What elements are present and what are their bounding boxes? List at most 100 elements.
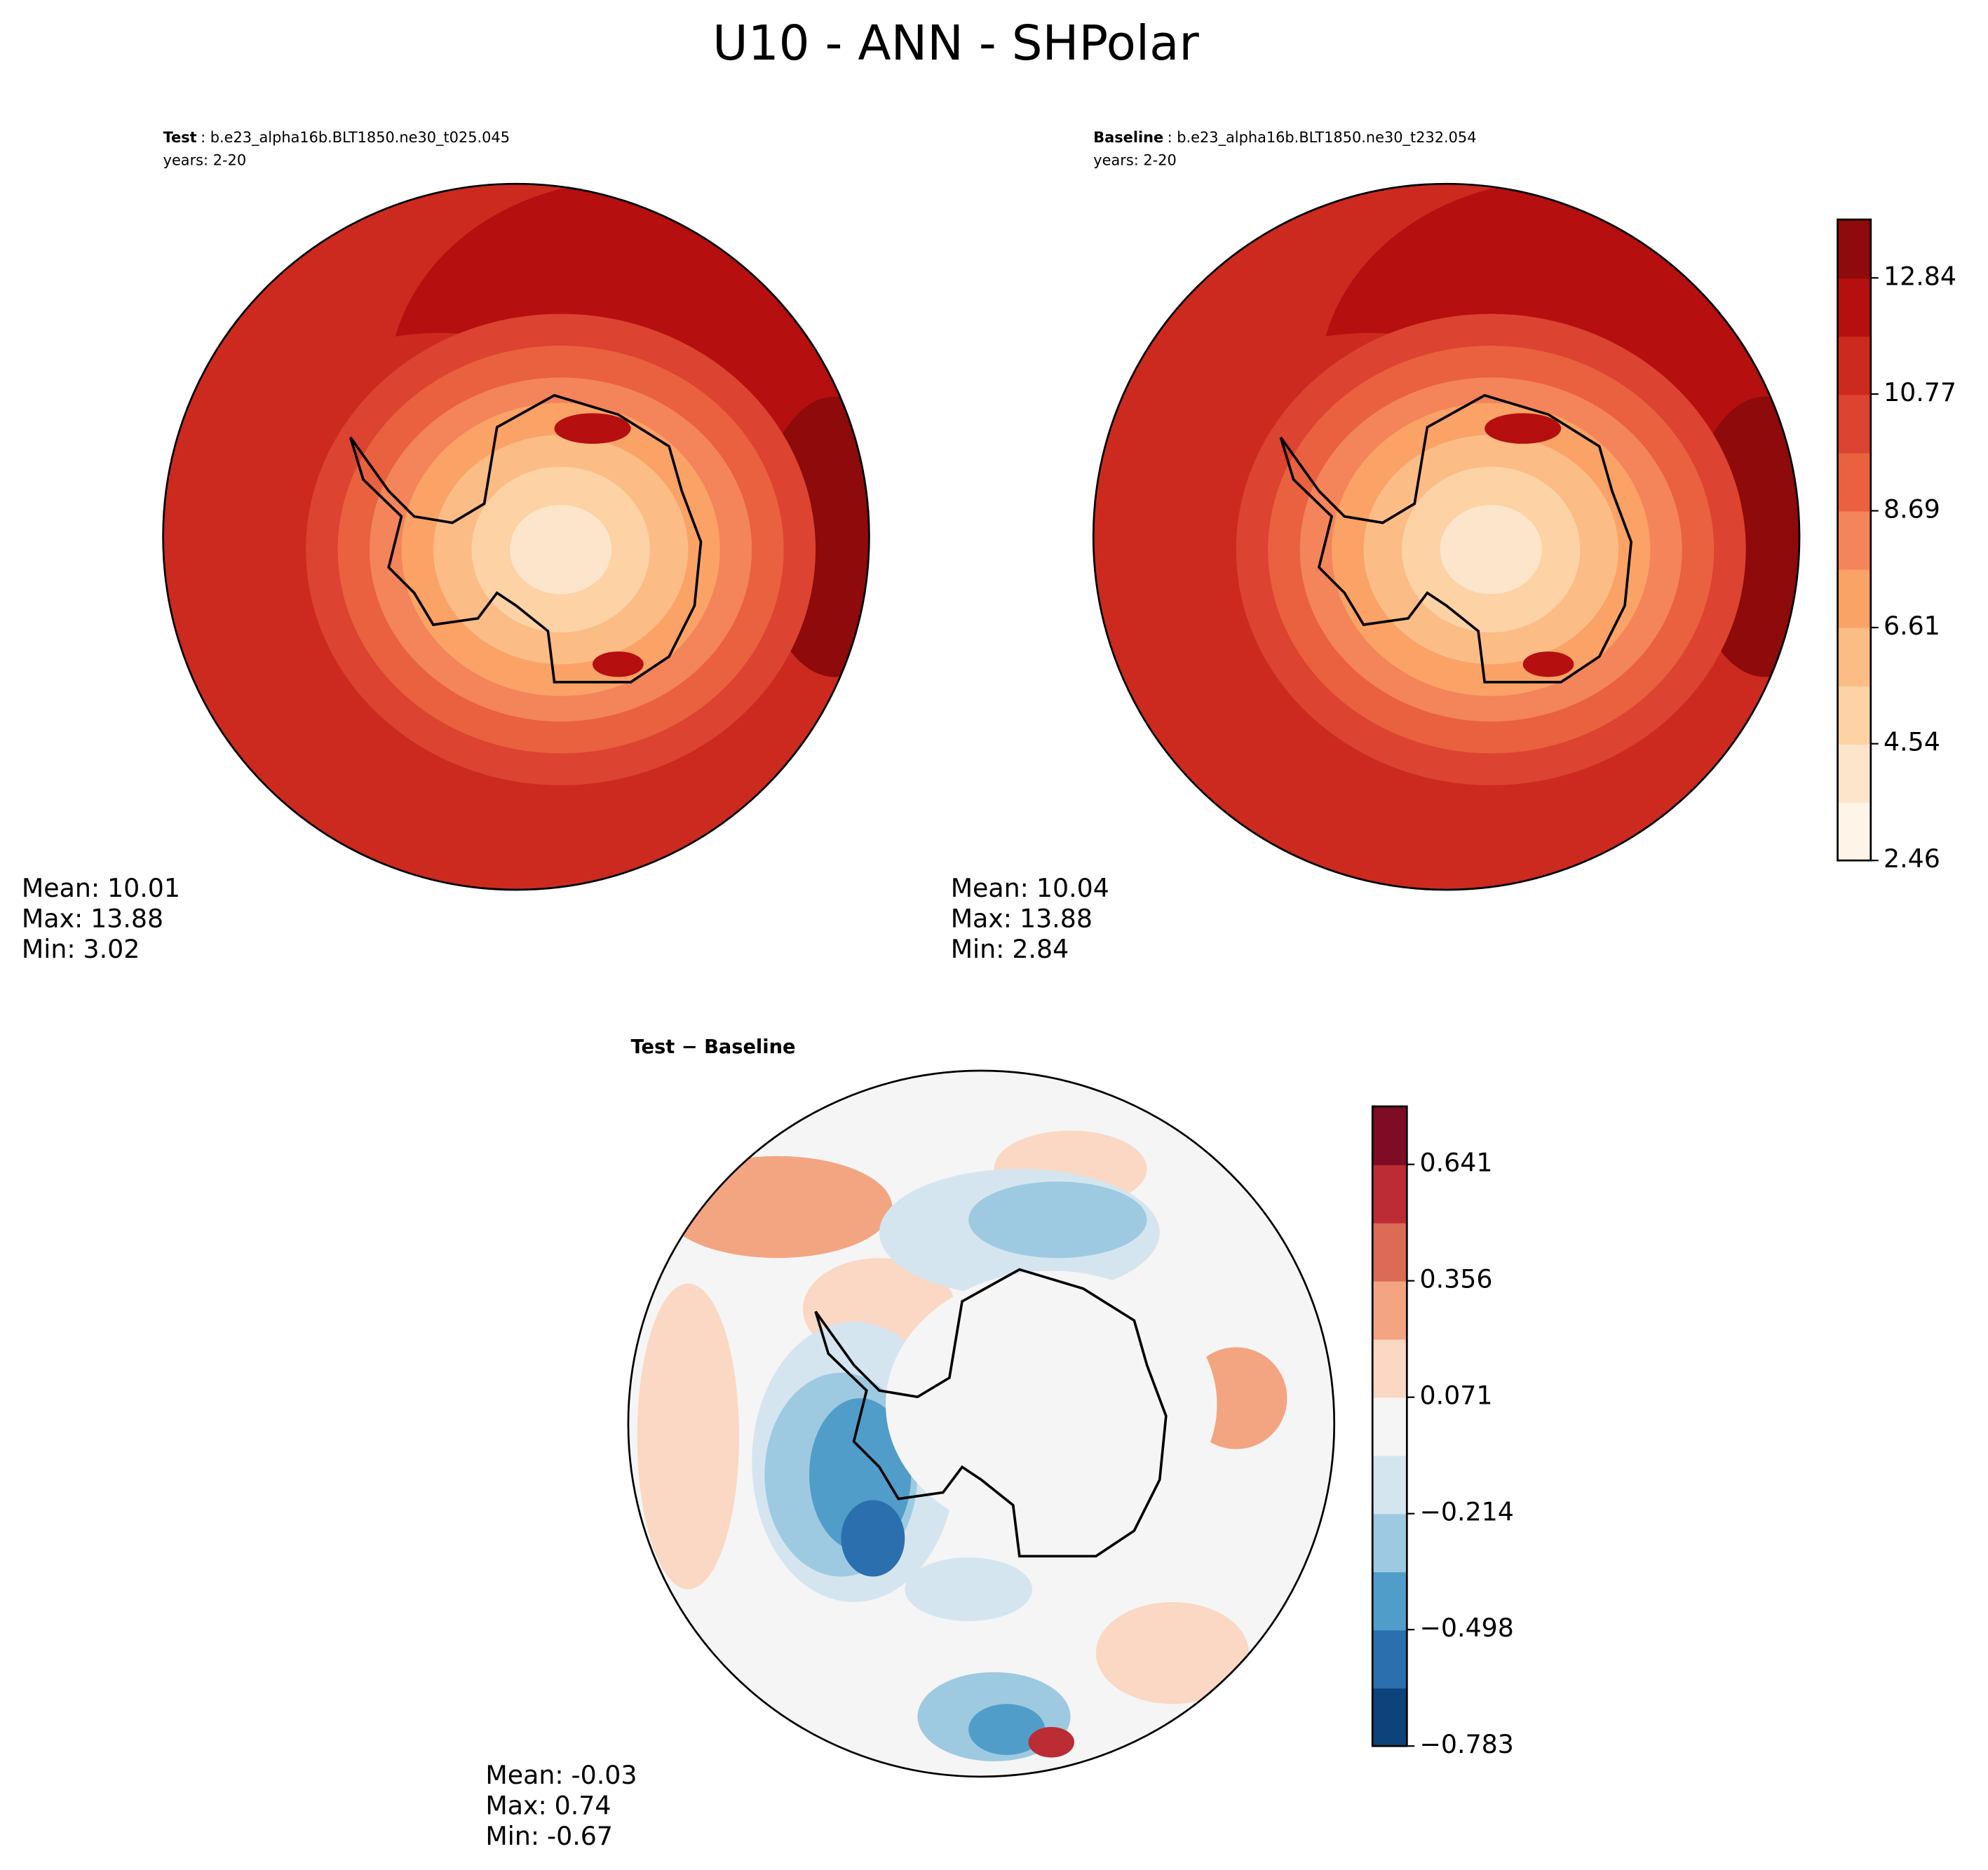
colorbar-level [1372,1513,1407,1573]
map [628,1071,1334,1777]
colorbar-level [1837,569,1871,628]
colorbar-level [1372,1222,1407,1282]
panel-subtitle: Baseline : b.e23_alpha16b.BLT1850.ne30_t2… [1093,129,1476,146]
colorbar-level [1837,802,1871,862]
panel: Test − Baseline Mean: -0.03 Max: 0.74 Min: -0.… [485,1036,1514,1851]
map-field [1028,1726,1074,1758]
panel: Test: b.e23_alpha16b.BLT1850.ne30_t025.0… [22,129,870,964]
colorbar-level [1837,510,1871,570]
stat-label: Mean: [485,1760,563,1790]
stat: Mean: 10.01 [22,873,180,903]
colorbar-level [1372,1688,1407,1747]
case-label: Baseline [1093,129,1163,146]
stat-value: 0.74 [555,1790,611,1820]
map-field [968,1704,1046,1755]
stat-value: 3.02 [83,934,140,964]
colorbar-tick-label: −0.498 [1419,1613,1513,1643]
figure-title: U10 - ANN - SHPolar [712,15,1199,72]
stat-value: 13.88 [90,904,163,934]
years: years: 2-20 [1093,151,1177,168]
stat-label: Mean: [951,873,1029,903]
colorbar-tick-label: 12.84 [1884,261,1956,291]
colorbar-level [1372,1280,1407,1340]
coastline [1279,393,1633,684]
colorbar-level [1837,743,1871,803]
colorbar-level [1372,1164,1407,1224]
panel-title: Test − Baseline [631,1036,796,1058]
stat: Min: 2.84 [951,934,1069,964]
years: years: 2-20 [163,151,247,168]
stat: Mean: -0.03 [485,1760,637,1790]
colorbar-level [1837,627,1871,686]
colorbar-level [1837,336,1871,395]
colorbar-tick-label: 10.77 [1884,377,1956,407]
colorbar-tick-label: 0.641 [1419,1148,1492,1178]
panel: Baseline : b.e23_alpha16b.BLT1850.ne30_t2… [951,129,1956,964]
map-field [1522,651,1574,677]
stat-value: 2.84 [1012,934,1069,964]
case-name: : b.e23_alpha16b.BLT1850.ne30_t232.054 [1168,129,1477,146]
map-boundary [627,1069,1336,1778]
colorbar-level [1837,278,1871,337]
stat: Min: -0.67 [485,1821,613,1851]
colorbar-tick-label: 0.356 [1419,1264,1492,1294]
colorbar-level [1837,219,1871,279]
map-field [554,413,631,444]
panel-subtitle: Test: b.e23_alpha16b.BLT1850.ne30_t025.0… [163,129,510,146]
map-field [593,651,644,677]
colorbar-level [1837,394,1871,454]
stat-label: Max: [951,904,1012,934]
colorbar-level [1372,1339,1407,1398]
stat-label: Min: [485,1821,539,1851]
colorbar-level [1837,685,1871,745]
coastline [814,1268,1168,1558]
case-name: : b.e23_alpha16b.BLT1850.ne30_t025.045 [201,129,510,146]
colorbar-tick-label: 2.46 [1884,843,1940,874]
stat-label: Mean: [22,873,100,903]
map-field [905,1557,1033,1622]
map-boundary [162,182,870,891]
stat: Max: 0.74 [485,1790,611,1820]
map-field [663,1156,893,1259]
map-field [968,1181,1147,1259]
colorbar-frame [1837,218,1872,862]
map-field [637,1283,740,1590]
map-field [1440,505,1542,595]
colorbar-tick-label: −0.214 [1419,1497,1513,1527]
stat-value: 10.04 [1036,873,1109,903]
colorbar-tick-label: 8.69 [1884,494,1940,524]
colorbar-frame [1371,1105,1408,1747]
colorbar-tick-label: 4.54 [1884,727,1940,757]
colorbar-level [1372,1106,1407,1165]
map-field [509,505,612,595]
map [163,184,870,890]
stat: Min: 3.02 [22,934,140,964]
case-label: Test [163,129,197,146]
stat-value: -0.67 [547,1821,613,1851]
colorbar-level [1372,1455,1407,1515]
map-field [841,1500,905,1577]
colorbar-tick-label: 0.071 [1419,1381,1492,1411]
map-boundary [1092,182,1801,891]
colorbar-level [1372,1630,1407,1689]
stat: Max: 13.88 [951,904,1093,934]
stat: Mean: 10.04 [951,873,1109,903]
stat-value: 10.01 [107,873,180,903]
stat-label: Min: [22,934,76,964]
stat: Max: 13.88 [22,904,163,934]
stat-label: Min: [951,934,1005,964]
stat-label: Max: [485,1790,546,1820]
colorbar-level [1372,1397,1407,1456]
map-field [1095,1601,1249,1705]
stat-value: -0.03 [572,1760,637,1790]
colorbar-tick-label: −0.783 [1419,1729,1513,1759]
map-field [886,1271,1217,1538]
colorbar-tick-label: 6.61 [1884,611,1940,641]
map-field [1485,413,1562,444]
colorbar-level [1372,1571,1407,1631]
coastline [349,393,703,684]
map [1093,184,1800,890]
stat-value: 13.88 [1020,904,1093,934]
colorbar-level [1837,452,1871,512]
